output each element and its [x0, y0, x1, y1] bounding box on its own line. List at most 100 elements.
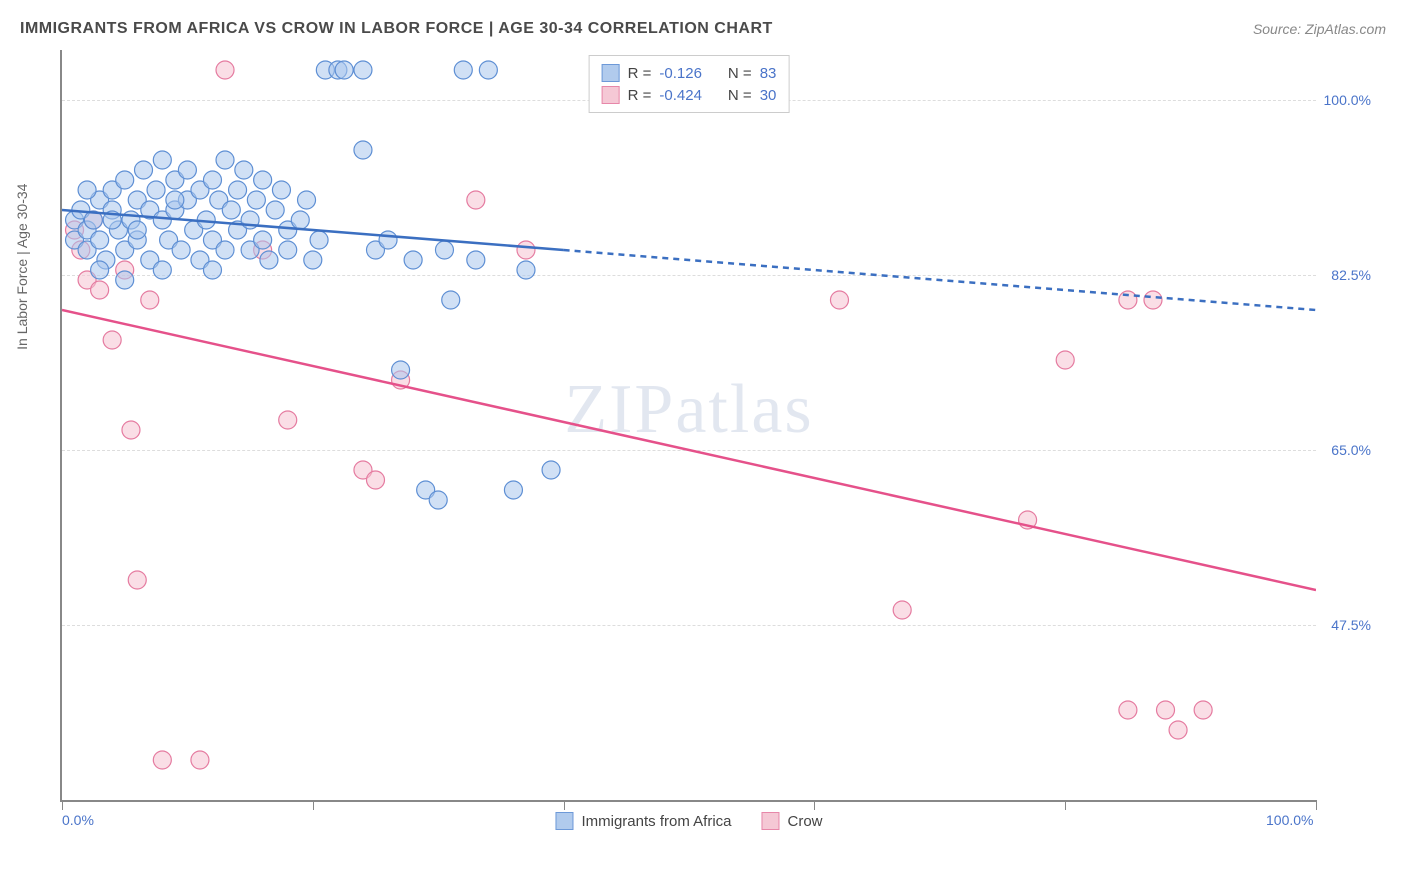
data-point-b — [216, 61, 234, 79]
data-point-b — [279, 411, 297, 429]
data-point-a — [116, 171, 134, 189]
data-point-a — [247, 191, 265, 209]
data-point-a — [153, 261, 171, 279]
data-point-a — [429, 491, 447, 509]
data-point-a — [404, 251, 422, 269]
x-tick — [62, 800, 63, 810]
chart-title: IMMIGRANTS FROM AFRICA VS CROW IN LABOR … — [20, 20, 773, 38]
data-point-a — [222, 201, 240, 219]
correlation-legend: R = -0.126 N = 83 R = -0.424 N = 30 — [589, 55, 790, 113]
y-tick-label: 47.5% — [1331, 617, 1371, 633]
data-point-a — [235, 161, 253, 179]
series-legend: Immigrants from Africa Crow — [555, 812, 822, 830]
data-point-a — [166, 191, 184, 209]
data-point-b — [893, 601, 911, 619]
x-tick — [564, 800, 565, 810]
data-point-a — [153, 151, 171, 169]
source-label: Source: ZipAtlas.com — [1253, 21, 1386, 37]
x-tick — [1316, 800, 1317, 810]
data-point-b — [141, 291, 159, 309]
trendline-b — [62, 310, 1316, 590]
y-tick-label: 100.0% — [1324, 92, 1371, 108]
data-point-b — [1144, 291, 1162, 309]
data-point-a — [172, 241, 190, 259]
x-tick — [814, 800, 815, 810]
swatch-b-icon — [762, 812, 780, 830]
data-point-b — [830, 291, 848, 309]
data-point-a — [379, 231, 397, 249]
data-point-b — [1056, 351, 1074, 369]
data-point-b — [128, 571, 146, 589]
data-point-a — [178, 161, 196, 179]
swatch-b — [602, 86, 620, 104]
data-point-a — [304, 251, 322, 269]
n-value-a: 83 — [760, 65, 777, 82]
data-point-a — [517, 261, 535, 279]
x-tick — [1065, 800, 1066, 810]
data-point-a — [266, 201, 284, 219]
x-tick-label: 100.0% — [1266, 812, 1313, 828]
data-point-a — [291, 211, 309, 229]
data-point-a — [216, 151, 234, 169]
data-point-a — [354, 61, 372, 79]
data-point-a — [91, 231, 109, 249]
chart-container: In Labor Force | Age 30-34 ZIPatlas R = … — [60, 50, 1376, 832]
swatch-a — [602, 64, 620, 82]
data-point-a — [542, 461, 560, 479]
data-point-a — [504, 481, 522, 499]
n-value-b: 30 — [760, 87, 777, 104]
data-point-a — [254, 231, 272, 249]
data-point-a — [279, 241, 297, 259]
data-point-b — [153, 751, 171, 769]
data-point-a — [467, 251, 485, 269]
data-point-a — [216, 241, 234, 259]
data-point-b — [1157, 701, 1175, 719]
scatter-plot-svg — [62, 50, 1316, 800]
data-point-a — [260, 251, 278, 269]
y-tick-label: 82.5% — [1331, 267, 1371, 283]
data-point-b — [1194, 701, 1212, 719]
data-point-a — [442, 291, 460, 309]
y-tick-label: 65.0% — [1331, 442, 1371, 458]
data-point-b — [1119, 701, 1137, 719]
data-point-a — [147, 181, 165, 199]
data-point-a — [335, 61, 353, 79]
data-point-a — [354, 141, 372, 159]
legend-item-b: Crow — [762, 812, 823, 830]
data-point-a — [392, 361, 410, 379]
data-point-a — [135, 161, 153, 179]
data-point-a — [479, 61, 497, 79]
data-point-b — [467, 191, 485, 209]
data-point-a — [78, 181, 96, 199]
legend-row-a: R = -0.126 N = 83 — [602, 62, 777, 84]
data-point-a — [298, 191, 316, 209]
data-point-a — [116, 271, 134, 289]
data-point-b — [91, 281, 109, 299]
r-value-b: -0.424 — [659, 87, 702, 104]
x-tick-label: 0.0% — [62, 812, 94, 828]
plot-area: In Labor Force | Age 30-34 ZIPatlas R = … — [60, 50, 1316, 802]
data-point-a — [203, 261, 221, 279]
trendline-a-dashed — [564, 250, 1316, 310]
x-tick — [313, 800, 314, 810]
legend-item-a: Immigrants from Africa — [555, 812, 731, 830]
data-point-a — [254, 171, 272, 189]
data-point-b — [517, 241, 535, 259]
data-point-b — [1169, 721, 1187, 739]
data-point-a — [435, 241, 453, 259]
y-axis-title: In Labor Force | Age 30-34 — [14, 184, 30, 350]
data-point-a — [310, 231, 328, 249]
data-point-b — [191, 751, 209, 769]
data-point-a — [454, 61, 472, 79]
data-point-a — [229, 181, 247, 199]
r-value-a: -0.126 — [659, 65, 702, 82]
data-point-a — [91, 261, 109, 279]
legend-row-b: R = -0.424 N = 30 — [602, 84, 777, 106]
data-point-a — [128, 221, 146, 239]
swatch-a-icon — [555, 812, 573, 830]
data-point-b — [367, 471, 385, 489]
data-point-b — [122, 421, 140, 439]
data-point-b — [103, 331, 121, 349]
data-point-a — [272, 181, 290, 199]
data-point-b — [1119, 291, 1137, 309]
